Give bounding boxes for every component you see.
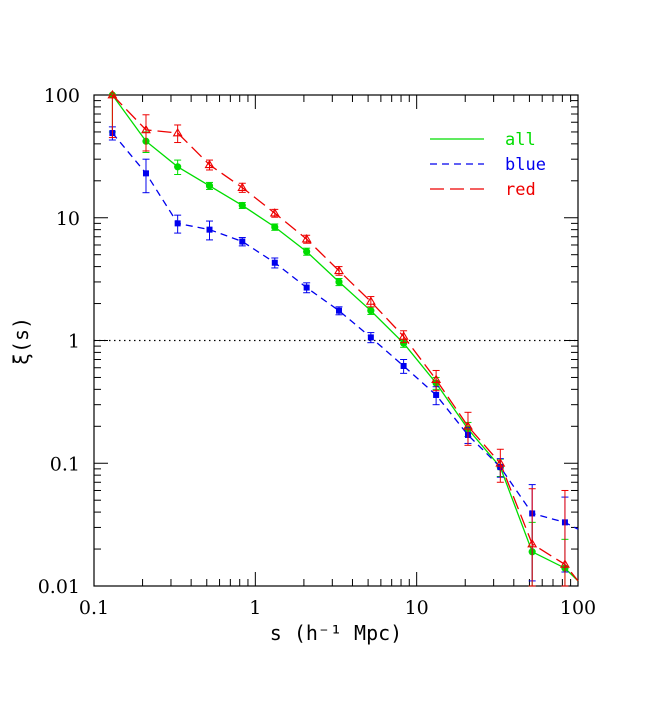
data-point bbox=[463, 421, 473, 430]
data-point bbox=[433, 391, 440, 398]
legend-label-red: red bbox=[505, 180, 536, 200]
series-line-red bbox=[111, 94, 579, 582]
series-layer bbox=[107, 89, 579, 587]
series-red bbox=[107, 89, 579, 587]
data-point bbox=[174, 220, 181, 227]
data-point bbox=[367, 334, 374, 341]
data-point bbox=[400, 339, 408, 347]
legend-label-all: all bbox=[505, 130, 536, 150]
data-point bbox=[527, 538, 538, 548]
data-point bbox=[400, 362, 407, 369]
y-tick-label: 0.1 bbox=[50, 453, 80, 475]
y-axis-title: ξ(s) bbox=[9, 317, 33, 365]
x-tick-label: 100 bbox=[560, 597, 596, 619]
legend-label-blue: blue bbox=[505, 155, 546, 175]
data-point bbox=[398, 331, 409, 340]
data-point bbox=[174, 163, 182, 171]
data-point bbox=[271, 223, 279, 231]
y-tick-labels: 0.01 0.1 1 10 100 bbox=[38, 85, 80, 598]
data-point bbox=[303, 247, 311, 256]
data-point bbox=[495, 458, 506, 467]
x-tick-label: 0.1 bbox=[79, 597, 109, 619]
x-axis-title: s (h⁻¹ Mpc) bbox=[270, 621, 402, 645]
axis-ticks bbox=[93, 94, 579, 587]
data-point bbox=[172, 127, 183, 137]
data-point bbox=[239, 238, 246, 245]
legend-entry-all: all bbox=[430, 130, 536, 150]
data-point bbox=[301, 234, 312, 243]
y-tick-label: 10 bbox=[56, 208, 80, 230]
data-point bbox=[206, 226, 213, 233]
data-point bbox=[335, 307, 342, 314]
data-point bbox=[431, 374, 442, 383]
data-point bbox=[365, 296, 376, 305]
data-point bbox=[367, 307, 375, 315]
data-point bbox=[238, 201, 246, 210]
y-tick-label: 0.01 bbox=[38, 576, 80, 598]
x-tick-label: 10 bbox=[405, 597, 429, 619]
legend-entry-blue: blue bbox=[430, 155, 546, 175]
y-tick-label: 1 bbox=[68, 331, 80, 353]
data-point bbox=[334, 265, 344, 275]
data-point bbox=[142, 170, 149, 177]
legend-entry-red: red bbox=[430, 180, 536, 200]
data-point bbox=[205, 182, 214, 190]
data-point bbox=[141, 124, 151, 134]
data-point bbox=[107, 89, 118, 99]
data-point bbox=[303, 284, 310, 291]
data-point bbox=[335, 278, 343, 286]
legend: all blue red bbox=[430, 130, 546, 200]
series-line-blue bbox=[111, 132, 579, 530]
data-point bbox=[237, 182, 248, 191]
y-tick-label: 100 bbox=[44, 85, 80, 107]
x-tick-labels: 0.1 1 10 100 bbox=[79, 597, 596, 619]
series-line-all bbox=[111, 94, 579, 582]
data-point bbox=[204, 159, 215, 169]
x-tick-label: 1 bbox=[249, 597, 261, 619]
data-point bbox=[271, 259, 278, 266]
data-point bbox=[559, 559, 570, 568]
data-point bbox=[269, 208, 280, 217]
